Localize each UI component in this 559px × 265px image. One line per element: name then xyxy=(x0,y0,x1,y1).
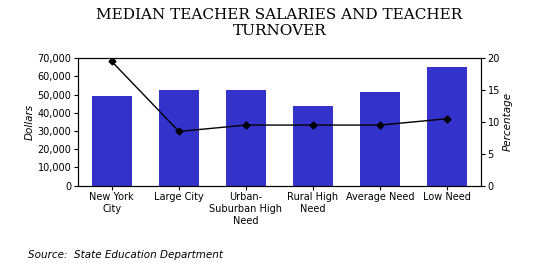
Text: Source:  State Education Department: Source: State Education Department xyxy=(28,250,223,260)
Bar xyxy=(427,67,467,186)
Bar xyxy=(226,90,266,186)
Bar xyxy=(293,105,333,186)
Y-axis label: Dollars: Dollars xyxy=(25,104,35,140)
Bar xyxy=(360,92,400,186)
Y-axis label: Percentage: Percentage xyxy=(503,92,513,152)
Text: MEDIAN TEACHER SALARIES AND TEACHER
TURNOVER: MEDIAN TEACHER SALARIES AND TEACHER TURN… xyxy=(96,8,463,38)
Bar xyxy=(159,90,199,186)
Bar xyxy=(92,96,132,186)
